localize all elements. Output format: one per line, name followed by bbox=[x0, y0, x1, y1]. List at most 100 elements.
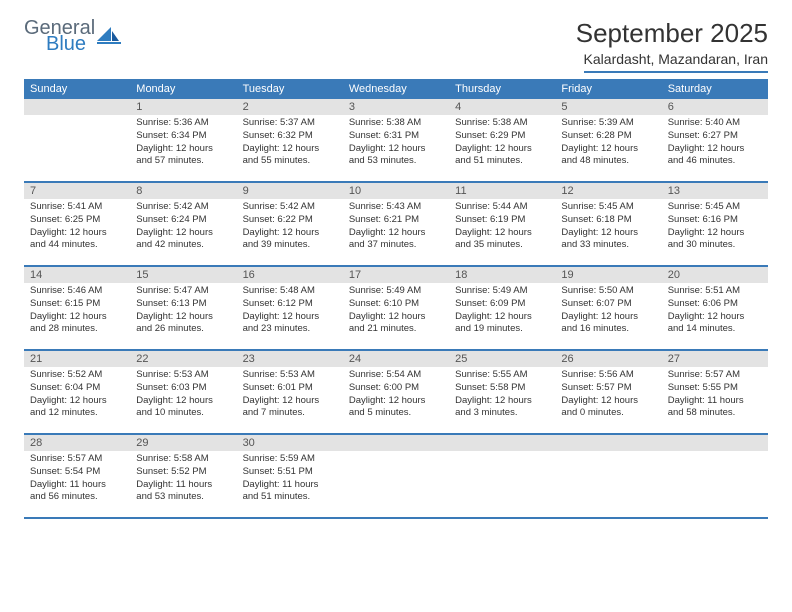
sunrise-text: Sunrise: 5:50 AM bbox=[561, 285, 655, 298]
daylight-text: Daylight: 12 hours and 57 minutes. bbox=[136, 143, 230, 169]
date-number: 21 bbox=[24, 351, 130, 367]
daylight-text: Daylight: 12 hours and 0 minutes. bbox=[561, 395, 655, 421]
sunrise-text: Sunrise: 5:56 AM bbox=[561, 369, 655, 382]
daylight-text: Daylight: 12 hours and 12 minutes. bbox=[30, 395, 124, 421]
cell-body: Sunrise: 5:40 AMSunset: 6:27 PMDaylight:… bbox=[662, 115, 768, 172]
sunrise-text: Sunrise: 5:40 AM bbox=[668, 117, 762, 130]
location-text: Kalardasht, Mazandaran, Iran bbox=[584, 51, 768, 73]
sunset-text: Sunset: 6:16 PM bbox=[668, 214, 762, 227]
date-number: 26 bbox=[555, 351, 661, 367]
cell-body: Sunrise: 5:50 AMSunset: 6:07 PMDaylight:… bbox=[555, 283, 661, 340]
cell-body: Sunrise: 5:42 AMSunset: 6:24 PMDaylight:… bbox=[130, 199, 236, 256]
sunrise-text: Sunrise: 5:45 AM bbox=[668, 201, 762, 214]
calendar-cell: 24Sunrise: 5:54 AMSunset: 6:00 PMDayligh… bbox=[343, 351, 449, 433]
cell-body: Sunrise: 5:58 AMSunset: 5:52 PMDaylight:… bbox=[130, 451, 236, 508]
cell-body: Sunrise: 5:53 AMSunset: 6:01 PMDaylight:… bbox=[237, 367, 343, 424]
sunset-text: Sunset: 6:09 PM bbox=[455, 298, 549, 311]
calendar-cell: 30Sunrise: 5:59 AMSunset: 5:51 PMDayligh… bbox=[237, 435, 343, 517]
sunrise-text: Sunrise: 5:38 AM bbox=[455, 117, 549, 130]
daylight-text: Daylight: 12 hours and 10 minutes. bbox=[136, 395, 230, 421]
sunset-text: Sunset: 6:04 PM bbox=[30, 382, 124, 395]
sunset-text: Sunset: 5:55 PM bbox=[668, 382, 762, 395]
cell-body: Sunrise: 5:45 AMSunset: 6:18 PMDaylight:… bbox=[555, 199, 661, 256]
cell-body: Sunrise: 5:38 AMSunset: 6:29 PMDaylight:… bbox=[449, 115, 555, 172]
calendar-cell bbox=[343, 435, 449, 517]
daylight-text: Daylight: 12 hours and 7 minutes. bbox=[243, 395, 337, 421]
sunrise-text: Sunrise: 5:49 AM bbox=[455, 285, 549, 298]
date-number: 5 bbox=[555, 99, 661, 115]
cell-body: Sunrise: 5:59 AMSunset: 5:51 PMDaylight:… bbox=[237, 451, 343, 508]
calendar-cell: 11Sunrise: 5:44 AMSunset: 6:19 PMDayligh… bbox=[449, 183, 555, 265]
sunset-text: Sunset: 6:10 PM bbox=[349, 298, 443, 311]
date-number bbox=[449, 435, 555, 451]
sunset-text: Sunset: 6:19 PM bbox=[455, 214, 549, 227]
date-number: 2 bbox=[237, 99, 343, 115]
sunset-text: Sunset: 5:54 PM bbox=[30, 466, 124, 479]
calendar-grid: SundayMondayTuesdayWednesdayThursdayFrid… bbox=[24, 79, 768, 519]
sunset-text: Sunset: 6:25 PM bbox=[30, 214, 124, 227]
daylight-text: Daylight: 12 hours and 14 minutes. bbox=[668, 311, 762, 337]
date-number: 12 bbox=[555, 183, 661, 199]
calendar-cell: 20Sunrise: 5:51 AMSunset: 6:06 PMDayligh… bbox=[662, 267, 768, 349]
title-block: September 2025 Kalardasht, Mazandaran, I… bbox=[576, 18, 768, 73]
date-number: 16 bbox=[237, 267, 343, 283]
sunset-text: Sunset: 6:24 PM bbox=[136, 214, 230, 227]
cell-body: Sunrise: 5:56 AMSunset: 5:57 PMDaylight:… bbox=[555, 367, 661, 424]
calendar-cell: 10Sunrise: 5:43 AMSunset: 6:21 PMDayligh… bbox=[343, 183, 449, 265]
daylight-text: Daylight: 11 hours and 51 minutes. bbox=[243, 479, 337, 505]
daylight-text: Daylight: 12 hours and 55 minutes. bbox=[243, 143, 337, 169]
calendar-cell: 5Sunrise: 5:39 AMSunset: 6:28 PMDaylight… bbox=[555, 99, 661, 181]
calendar-cell: 25Sunrise: 5:55 AMSunset: 5:58 PMDayligh… bbox=[449, 351, 555, 433]
calendar-cell: 28Sunrise: 5:57 AMSunset: 5:54 PMDayligh… bbox=[24, 435, 130, 517]
calendar-cell: 15Sunrise: 5:47 AMSunset: 6:13 PMDayligh… bbox=[130, 267, 236, 349]
calendar-cell bbox=[555, 435, 661, 517]
sunrise-text: Sunrise: 5:57 AM bbox=[30, 453, 124, 466]
cell-body: Sunrise: 5:42 AMSunset: 6:22 PMDaylight:… bbox=[237, 199, 343, 256]
date-number: 4 bbox=[449, 99, 555, 115]
daylight-text: Daylight: 12 hours and 46 minutes. bbox=[668, 143, 762, 169]
sunset-text: Sunset: 6:22 PM bbox=[243, 214, 337, 227]
date-number bbox=[343, 435, 449, 451]
sunrise-text: Sunrise: 5:38 AM bbox=[349, 117, 443, 130]
sunset-text: Sunset: 6:03 PM bbox=[136, 382, 230, 395]
date-number: 8 bbox=[130, 183, 236, 199]
daylight-text: Daylight: 12 hours and 37 minutes. bbox=[349, 227, 443, 253]
sunrise-text: Sunrise: 5:59 AM bbox=[243, 453, 337, 466]
date-number: 9 bbox=[237, 183, 343, 199]
daylight-text: Daylight: 12 hours and 23 minutes. bbox=[243, 311, 337, 337]
calendar-cell: 1Sunrise: 5:36 AMSunset: 6:34 PMDaylight… bbox=[130, 99, 236, 181]
cell-body bbox=[343, 451, 449, 457]
date-number: 22 bbox=[130, 351, 236, 367]
sunset-text: Sunset: 6:06 PM bbox=[668, 298, 762, 311]
date-number bbox=[555, 435, 661, 451]
date-number: 1 bbox=[130, 99, 236, 115]
weeks-container: 1Sunrise: 5:36 AMSunset: 6:34 PMDaylight… bbox=[24, 99, 768, 519]
cell-body: Sunrise: 5:41 AMSunset: 6:25 PMDaylight:… bbox=[24, 199, 130, 256]
daylight-text: Daylight: 12 hours and 16 minutes. bbox=[561, 311, 655, 337]
cell-body: Sunrise: 5:57 AMSunset: 5:55 PMDaylight:… bbox=[662, 367, 768, 424]
cell-body: Sunrise: 5:38 AMSunset: 6:31 PMDaylight:… bbox=[343, 115, 449, 172]
date-number: 7 bbox=[24, 183, 130, 199]
sunrise-text: Sunrise: 5:49 AM bbox=[349, 285, 443, 298]
sunset-text: Sunset: 6:07 PM bbox=[561, 298, 655, 311]
sunrise-text: Sunrise: 5:52 AM bbox=[30, 369, 124, 382]
daylight-text: Daylight: 12 hours and 35 minutes. bbox=[455, 227, 549, 253]
daylight-text: Daylight: 12 hours and 33 minutes. bbox=[561, 227, 655, 253]
sunset-text: Sunset: 6:13 PM bbox=[136, 298, 230, 311]
date-number: 15 bbox=[130, 267, 236, 283]
week-row: 21Sunrise: 5:52 AMSunset: 6:04 PMDayligh… bbox=[24, 351, 768, 435]
sunset-text: Sunset: 5:51 PM bbox=[243, 466, 337, 479]
date-number: 20 bbox=[662, 267, 768, 283]
daylight-text: Daylight: 12 hours and 21 minutes. bbox=[349, 311, 443, 337]
week-row: 1Sunrise: 5:36 AMSunset: 6:34 PMDaylight… bbox=[24, 99, 768, 183]
sunset-text: Sunset: 6:01 PM bbox=[243, 382, 337, 395]
calendar-cell: 12Sunrise: 5:45 AMSunset: 6:18 PMDayligh… bbox=[555, 183, 661, 265]
date-number: 6 bbox=[662, 99, 768, 115]
cell-body: Sunrise: 5:39 AMSunset: 6:28 PMDaylight:… bbox=[555, 115, 661, 172]
calendar-cell: 17Sunrise: 5:49 AMSunset: 6:10 PMDayligh… bbox=[343, 267, 449, 349]
sunrise-text: Sunrise: 5:42 AM bbox=[136, 201, 230, 214]
daylight-text: Daylight: 12 hours and 53 minutes. bbox=[349, 143, 443, 169]
calendar-cell: 27Sunrise: 5:57 AMSunset: 5:55 PMDayligh… bbox=[662, 351, 768, 433]
sunrise-text: Sunrise: 5:53 AM bbox=[136, 369, 230, 382]
logo-word-blue: Blue bbox=[46, 34, 95, 54]
